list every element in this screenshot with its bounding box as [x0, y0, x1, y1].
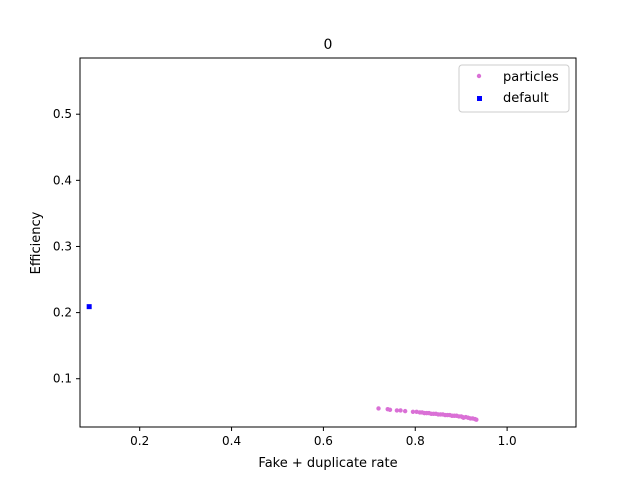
x-axis-label: Fake + duplicate rate [258, 456, 397, 471]
legend-label-particles: particles [503, 70, 559, 85]
data-points [86, 304, 479, 422]
y-tick-label: 0.1 [53, 372, 72, 386]
chart-title: 0 [324, 37, 333, 53]
data-point-particles [410, 409, 416, 414]
plot-frame [79, 57, 577, 428]
data-point-particles [398, 408, 403, 413]
x-axis-ticks: 0.2 0.4 0.6 0.8 1.0 [130, 427, 517, 448]
legend-marker-particles [476, 73, 482, 79]
y-axis-ticks: 0.1 0.2 0.3 0.4 0.5 [53, 107, 80, 386]
legend-label-default: default [503, 91, 549, 106]
x-tick-label: 1.0 [498, 434, 517, 448]
x-tick-label: 0.6 [314, 434, 333, 448]
y-tick-label: 0.5 [53, 107, 72, 121]
data-point-particles [387, 407, 393, 413]
data-point-particles [394, 408, 400, 413]
x-tick-label: 0.4 [222, 434, 241, 448]
x-tick-label: 0.8 [406, 434, 425, 448]
y-tick-label: 0.3 [53, 239, 72, 253]
legend: particles default [458, 64, 570, 113]
legend-marker-default [477, 96, 482, 101]
data-point-particles [474, 417, 479, 422]
y-axis-label: Efficiency [29, 211, 44, 274]
x-tick-label: 0.2 [130, 434, 149, 448]
data-point-default [86, 304, 92, 310]
legend-box [458, 64, 570, 113]
data-point-particles [402, 408, 408, 414]
data-point-particles [376, 406, 381, 411]
y-tick-label: 0.2 [53, 306, 72, 320]
y-tick-label: 0.4 [53, 173, 72, 187]
